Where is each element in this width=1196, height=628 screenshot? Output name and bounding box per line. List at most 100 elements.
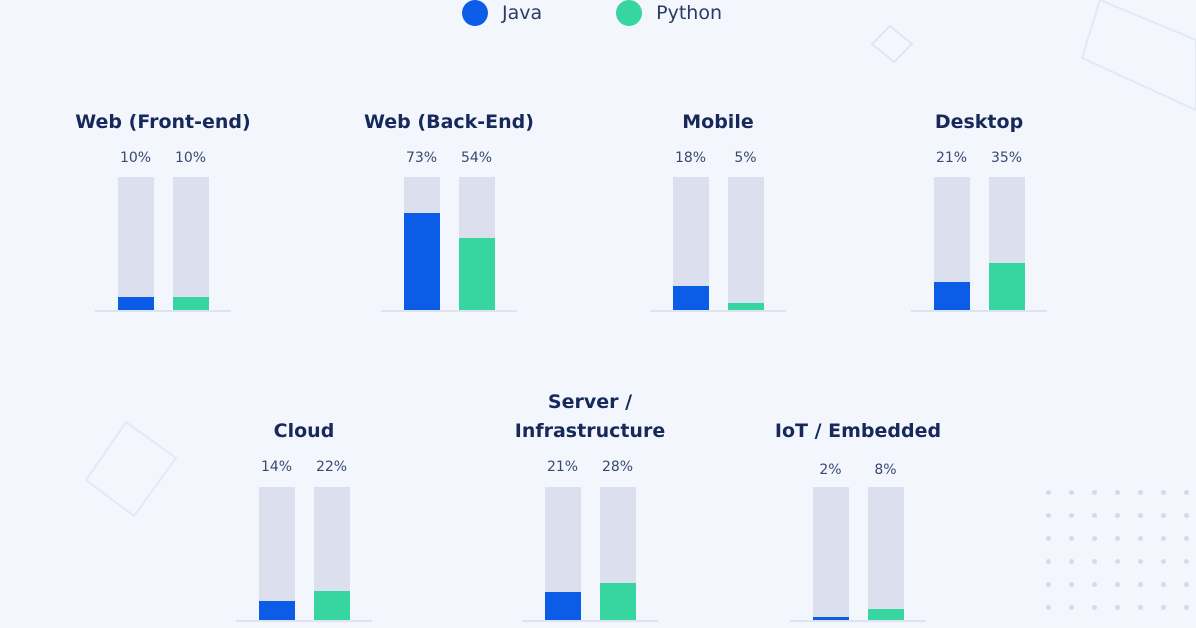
legend-item-java: Java [462, 0, 542, 26]
bar-java [117, 297, 154, 310]
category-title: Cloud [273, 420, 335, 442]
value-label-python: 22% [315, 459, 348, 475]
decorative-dot [1184, 490, 1189, 495]
category-title: Server / Infrastructure [514, 391, 666, 442]
bar-python [458, 238, 495, 310]
value-label-python: 35% [990, 150, 1023, 166]
decorative-dot [1046, 605, 1051, 610]
value-label-java: 10% [119, 150, 152, 166]
value-label-python: 10% [174, 150, 207, 166]
decorative-dot [1092, 582, 1097, 587]
baseline [650, 310, 786, 312]
legend-swatch-java [462, 0, 488, 26]
bar-track-java [672, 177, 709, 310]
category-title: Web (Front-end) [75, 111, 251, 133]
decorative-dot [1046, 536, 1051, 541]
decorative-dot [1069, 513, 1074, 518]
bar-track-java [258, 487, 295, 620]
decorative-dot [1069, 536, 1074, 541]
bar-track-java [117, 177, 154, 310]
decorative-dot [1115, 536, 1120, 541]
decorative-dot [1069, 490, 1074, 495]
decorative-dot [1161, 490, 1166, 495]
value-label-java: 14% [260, 459, 293, 475]
bar-java [544, 592, 581, 620]
bar-track-java [403, 177, 440, 310]
decorative-dot [1161, 582, 1166, 587]
baseline [790, 620, 926, 622]
bar-python [172, 297, 209, 310]
bar-python [988, 263, 1025, 310]
decorative-dot [1092, 559, 1097, 564]
legend-item-python: Python [616, 0, 722, 26]
baseline [911, 310, 1047, 312]
category-title: Mobile [682, 111, 754, 133]
decorative-dot [1138, 513, 1143, 518]
decorative-dot [1161, 536, 1166, 541]
bar-python [599, 583, 636, 620]
value-label-python: 5% [734, 150, 757, 166]
decorative-dot [1138, 490, 1143, 495]
decorative-dot [1046, 513, 1051, 518]
category-title: Web (Back-End) [364, 111, 534, 133]
decorative-dot [1092, 490, 1097, 495]
decorative-dot [1161, 559, 1166, 564]
decorative-dot [1184, 513, 1189, 518]
decorative-dot [1115, 605, 1120, 610]
decorative-dot [1161, 513, 1166, 518]
decorative-dot [1161, 605, 1166, 610]
bar-java [812, 617, 849, 620]
decorative-dot [1092, 513, 1097, 518]
decorative-dot [1138, 582, 1143, 587]
bar-track-java [933, 177, 970, 310]
legend-swatch-python [616, 0, 643, 26]
bar-python [727, 303, 764, 310]
legend-label-python: Python [656, 2, 723, 24]
decorative-dot [1069, 582, 1074, 587]
decorative-dot [1092, 605, 1097, 610]
value-label-java: 73% [405, 150, 438, 166]
bar-java [403, 213, 440, 310]
baseline [95, 310, 231, 312]
bar-java [672, 286, 709, 310]
bar-track-python [313, 487, 350, 620]
decorative-dot [1184, 559, 1189, 564]
decorative-dot [1115, 582, 1120, 587]
baseline [236, 620, 372, 622]
bar-java [258, 601, 295, 620]
decorative-dot [1115, 490, 1120, 495]
baseline [381, 310, 517, 312]
value-label-python: 8% [874, 462, 897, 478]
bar-track-java [812, 487, 849, 620]
value-label-java: 18% [674, 150, 707, 166]
decorative-dot [1069, 559, 1074, 564]
bar-track-python [458, 177, 495, 310]
bar-java [933, 282, 970, 310]
category-title: IoT / Embedded [774, 420, 942, 442]
category-title: Desktop [934, 111, 1024, 133]
decorative-dot [1069, 605, 1074, 610]
baseline [522, 620, 658, 622]
decorative-dot [1092, 536, 1097, 541]
value-label-python: 54% [460, 150, 493, 166]
value-label-python: 28% [601, 459, 634, 475]
decorative-dot [1184, 605, 1189, 610]
decorative-dot [1046, 582, 1051, 587]
decorative-dot [1115, 559, 1120, 564]
bar-track-python [727, 177, 764, 310]
bar-track-python [867, 487, 904, 620]
bar-track-python [988, 177, 1025, 310]
decorative-dot [1138, 536, 1143, 541]
decorative-dot [1138, 559, 1143, 564]
legend: Java Python [462, 0, 796, 26]
bar-track-python [172, 177, 209, 310]
decorative-dot [1046, 559, 1051, 564]
decorative-dot [1138, 605, 1143, 610]
